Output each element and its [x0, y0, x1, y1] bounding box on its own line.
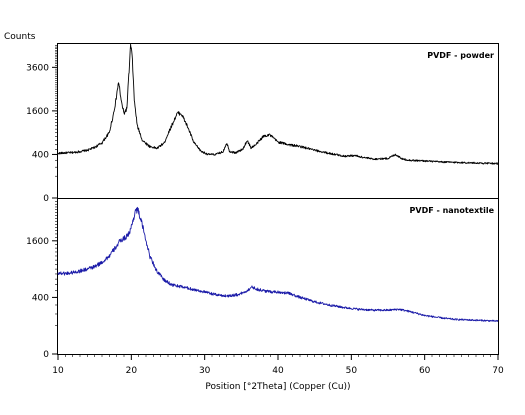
x-tick-label: 50	[346, 366, 358, 376]
y-tick-label: 400	[32, 150, 49, 160]
x-tick-label: 40	[272, 366, 284, 376]
y-tick-label: 0	[43, 350, 49, 360]
panel-title: PVDF - nanotextile	[410, 206, 495, 215]
x-tick-label: 70	[492, 366, 504, 376]
y-axis-label: Counts	[4, 32, 36, 42]
y-tick-label: 3600	[26, 63, 49, 73]
x-tick-label: 20	[126, 366, 138, 376]
y-tick-label: 0	[43, 194, 49, 204]
series-line	[57, 206, 499, 322]
x-axis-label: Position [°2Theta] (Copper (Cu))	[205, 382, 350, 392]
panel-title: PVDF - powder	[427, 51, 494, 60]
y-tick-label: 1600	[26, 237, 49, 247]
series-line	[57, 43, 499, 165]
y-tick-label: 1600	[26, 107, 49, 117]
y-tick-label: 400	[32, 293, 49, 303]
x-tick-label: 60	[419, 366, 431, 376]
x-tick-label: 10	[52, 366, 64, 376]
x-tick-label: 30	[199, 366, 211, 376]
